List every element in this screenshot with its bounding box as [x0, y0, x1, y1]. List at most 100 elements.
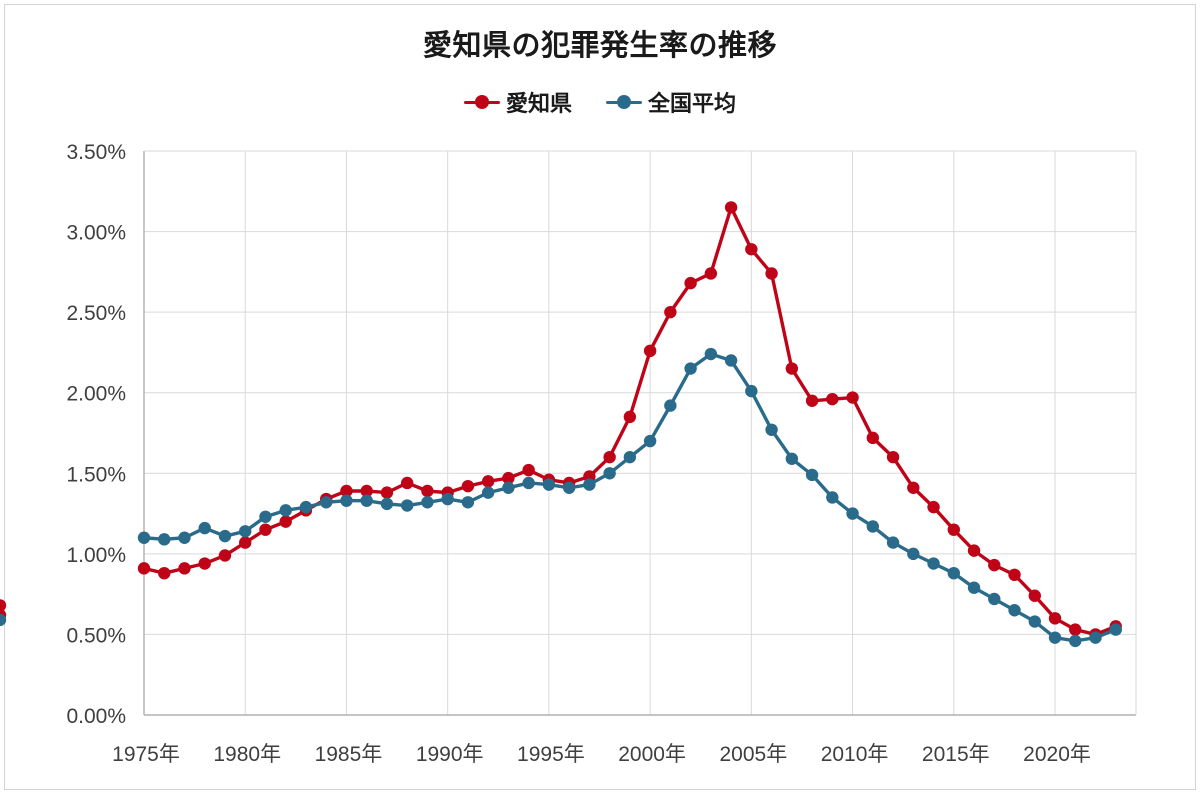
x-tick-label: 2005年 [719, 743, 787, 766]
data-point [988, 558, 1001, 572]
data-point [441, 492, 454, 506]
data-point [299, 500, 313, 514]
data-point [0, 613, 7, 627]
series-line-1 [142, 352, 1118, 643]
data-point [279, 504, 292, 517]
data-point [826, 491, 839, 504]
y-tick-label: 2.50% [66, 302, 126, 325]
legend-entry-series-0[interactable]: 愛知県 [463, 86, 572, 118]
data-point [704, 267, 718, 280]
data-point [198, 557, 211, 570]
data-point [542, 478, 556, 491]
data-point [137, 531, 151, 544]
plot-axes [143, 150, 1137, 716]
data-point [724, 201, 738, 214]
x-axis-tick-labels: 1975年 1980年 1985年 1990年 1995年 2000年 2005年 2010年… [112, 743, 1091, 766]
data-point [502, 471, 515, 485]
y-tick-label: 3.50% [66, 141, 126, 164]
data-point [239, 525, 252, 538]
data-point [1109, 623, 1122, 636]
data-point [603, 467, 616, 480]
data-point [664, 305, 677, 319]
legend-label-series-0: 愛知県 [505, 91, 572, 116]
data-point [421, 496, 434, 509]
data-point [158, 566, 171, 580]
data-point [886, 536, 900, 549]
data-point [279, 515, 292, 528]
data-point [320, 496, 333, 509]
data-point [785, 362, 799, 375]
data-point [643, 434, 657, 448]
data-point [907, 547, 920, 561]
data-point [340, 494, 353, 507]
data-point [967, 581, 981, 594]
data-point [1089, 631, 1102, 644]
data-point [380, 486, 394, 499]
data-point [805, 394, 819, 407]
data-series-layer [0, 201, 1122, 648]
data-point [259, 510, 272, 523]
data-point [1008, 604, 1021, 617]
grid-lines [143, 150, 1136, 715]
data-point [421, 484, 434, 498]
y-tick-label: 0.00% [66, 705, 126, 728]
x-tick-label: 1980年 [213, 743, 281, 766]
data-point [643, 344, 657, 358]
x-tick-label: 1990年 [416, 743, 484, 766]
data-point [522, 476, 535, 490]
data-point [927, 557, 940, 570]
data-point [1028, 589, 1041, 602]
data-point [360, 484, 373, 498]
data-point [259, 523, 272, 536]
data-series-1 [0, 347, 1122, 648]
data-point [461, 479, 475, 493]
chart-title: 愛知県の犯罪発生率の推移 [422, 30, 777, 62]
data-point [846, 391, 859, 404]
data-point [239, 536, 252, 549]
data-point [400, 499, 414, 512]
y-tick-label: 2.00% [66, 383, 126, 406]
data-point [724, 354, 738, 367]
data-point [400, 476, 414, 490]
data-point [988, 592, 1001, 606]
data-point [704, 347, 718, 361]
legend-entry-series-1[interactable]: 全国平均 [606, 86, 736, 118]
data-point [583, 478, 596, 491]
data-point [218, 549, 232, 562]
legend-marker-icon-series-1 [606, 93, 642, 111]
x-tick-label: 2010年 [821, 743, 889, 766]
data-point [927, 500, 940, 514]
data-point [866, 520, 880, 533]
x-tick-label: 1985年 [315, 743, 383, 766]
data-point [1048, 631, 1062, 644]
legend-marker-icon-series-0 [463, 93, 500, 111]
data-point [340, 484, 353, 498]
data-point [684, 276, 697, 290]
data-point [866, 431, 880, 445]
data-point [137, 562, 151, 575]
data-point [907, 481, 920, 494]
y-tick-label: 0.50% [66, 624, 126, 647]
data-point [380, 497, 394, 511]
data-point [218, 529, 232, 543]
data-point [178, 562, 191, 575]
data-point [623, 450, 637, 464]
data-point [522, 463, 535, 477]
data-point [785, 452, 799, 465]
x-tick-label: 1995年 [517, 743, 585, 766]
data-point [1069, 623, 1082, 636]
data-point [1008, 568, 1021, 582]
data-point [481, 475, 495, 488]
y-axis-tick-labels: 0.00% 0.50% 1.00% 1.50% 2.00% 2.50% 3.00% 3.50% [66, 141, 126, 728]
data-point [745, 243, 758, 256]
x-tick-label: 2020年 [1023, 743, 1091, 766]
data-point [562, 481, 576, 494]
data-point [765, 423, 778, 436]
y-tick-label: 1.00% [66, 544, 126, 567]
data-point [1028, 615, 1041, 628]
legend-dot-series-0 [474, 95, 489, 109]
data-point [947, 566, 960, 580]
legend-label-series-1: 全国平均 [648, 91, 737, 116]
